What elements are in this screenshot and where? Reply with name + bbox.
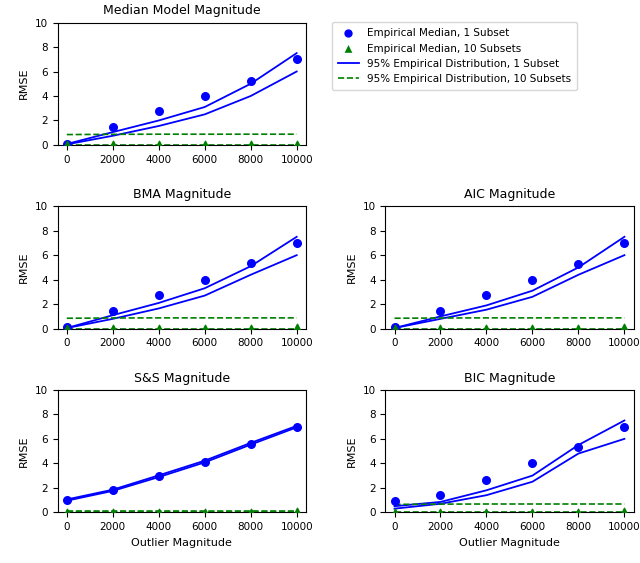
Point <box>200 91 210 100</box>
Point <box>292 139 302 148</box>
Point <box>527 324 538 333</box>
Point <box>389 323 399 332</box>
Point <box>573 443 584 452</box>
Point <box>620 422 630 431</box>
Point <box>108 486 118 495</box>
Point <box>573 260 584 269</box>
Legend: Empirical Median, 1 Subset, Empirical Median, 10 Subsets, 95% Empirical Distribu: Empirical Median, 1 Subset, Empirical Me… <box>378 50 624 118</box>
Point <box>108 140 118 149</box>
Point <box>200 324 210 333</box>
Point <box>154 324 164 333</box>
Point <box>154 107 164 116</box>
Point <box>435 306 445 315</box>
Point <box>435 507 445 516</box>
Point <box>61 507 72 516</box>
Point <box>389 497 399 506</box>
Point <box>292 323 302 332</box>
Point <box>154 291 164 300</box>
Point <box>292 422 302 431</box>
Point <box>435 490 445 499</box>
Point <box>389 507 399 516</box>
Point <box>200 275 210 284</box>
Point <box>154 472 164 481</box>
Point <box>200 507 210 516</box>
Y-axis label: RMSE: RMSE <box>347 252 357 283</box>
Point <box>620 323 630 332</box>
Point <box>246 324 256 333</box>
Point <box>573 507 584 516</box>
Point <box>481 475 492 484</box>
Point <box>481 291 492 300</box>
Point <box>108 507 118 516</box>
Point <box>154 507 164 516</box>
Point <box>61 323 72 332</box>
Point <box>154 140 164 149</box>
Point <box>481 507 492 516</box>
Point <box>108 324 118 333</box>
Point <box>200 457 210 466</box>
Title: BMA Magnitude: BMA Magnitude <box>132 188 231 201</box>
Point <box>61 139 72 148</box>
Y-axis label: RMSE: RMSE <box>19 68 29 100</box>
X-axis label: Outlier Magnitude: Outlier Magnitude <box>459 538 560 548</box>
Legend: Empirical Median, 1 Subset, Empirical Median, 10 Subsets, 95% Empirical Distribu: Empirical Median, 1 Subset, Empirical Me… <box>332 22 577 90</box>
Point <box>292 55 302 64</box>
Point <box>108 306 118 315</box>
Point <box>481 324 492 333</box>
Y-axis label: RMSE: RMSE <box>19 435 29 467</box>
Point <box>61 140 72 149</box>
Point <box>108 123 118 132</box>
Title: AIC Magnitude: AIC Magnitude <box>464 188 555 201</box>
Point <box>620 238 630 247</box>
Title: Median Model Magnitude: Median Model Magnitude <box>103 4 260 17</box>
Point <box>61 324 72 333</box>
Point <box>527 275 538 284</box>
Point <box>292 238 302 247</box>
Point <box>246 439 256 448</box>
Point <box>246 76 256 85</box>
Point <box>573 324 584 333</box>
Y-axis label: RMSE: RMSE <box>347 435 357 467</box>
X-axis label: Outlier Magnitude: Outlier Magnitude <box>131 538 232 548</box>
Point <box>246 140 256 149</box>
Title: S&S Magnitude: S&S Magnitude <box>134 372 230 385</box>
Point <box>527 458 538 467</box>
Point <box>246 258 256 267</box>
Point <box>435 324 445 333</box>
Point <box>292 507 302 516</box>
Title: BIC Magnitude: BIC Magnitude <box>464 372 555 385</box>
Point <box>620 507 630 516</box>
Point <box>61 495 72 504</box>
Point <box>527 507 538 516</box>
Point <box>389 324 399 333</box>
Point <box>200 140 210 149</box>
Point <box>246 507 256 516</box>
Y-axis label: RMSE: RMSE <box>19 252 29 283</box>
